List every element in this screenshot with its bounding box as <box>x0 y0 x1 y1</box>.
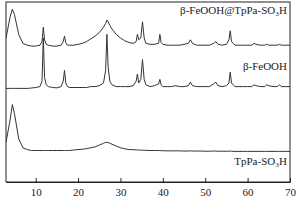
chart: 10 20 30 40 50 60 70 β-FeOOH@TpPa-SO₃H β-FeOOH Tp… <box>0 0 300 200</box>
x-axis-line <box>7 182 291 183</box>
x-tick-label: 50 <box>200 186 212 198</box>
x-tick: 30 <box>115 178 127 198</box>
lines <box>6 9 290 151</box>
x-tick-label: 20 <box>73 186 85 198</box>
series-label: β-FeOOH@TpPa-SO₃H <box>180 4 287 16</box>
x-tick-label: 30 <box>115 186 127 198</box>
x-tick: 40 <box>158 178 170 198</box>
x-tick-mark <box>205 178 206 182</box>
x-tick-mark <box>36 178 37 182</box>
x-tick-label: 70 <box>285 186 297 198</box>
xrd-line <box>6 34 290 88</box>
x-tick: 70 <box>285 178 297 198</box>
x-tick-label: 40 <box>158 186 170 198</box>
x-tick-mark <box>120 178 121 182</box>
x-tick-mark <box>290 178 291 182</box>
x-tick-mark <box>163 178 164 182</box>
xrd-line <box>6 105 290 152</box>
plot-frame <box>6 2 290 182</box>
x-tick: 60 <box>243 178 255 198</box>
x-tick-mark <box>248 178 249 182</box>
x-tick-label: 60 <box>243 186 255 198</box>
x-tick: 10 <box>31 178 43 198</box>
x-tick: 50 <box>200 178 212 198</box>
x-tick: 20 <box>73 178 85 198</box>
series-label: β-FeOOH <box>243 60 287 72</box>
x-axis: 10 20 30 40 50 60 70 <box>7 178 297 198</box>
series-label: TpPa-SO₃H <box>234 155 287 167</box>
x-tick-label: 10 <box>31 186 43 198</box>
x-tick-mark <box>78 178 79 182</box>
